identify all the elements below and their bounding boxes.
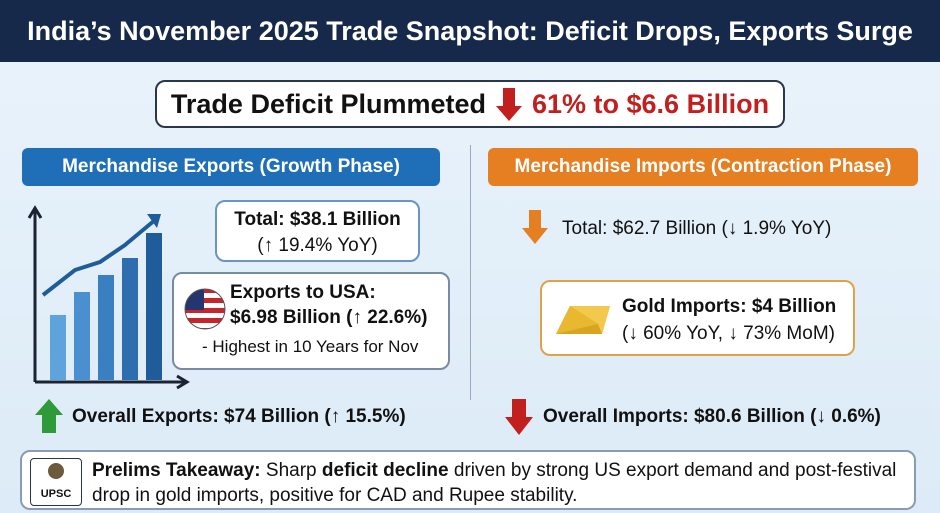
imports-total: Total: $62.7 Billion (↓ 1.9% YoY): [562, 218, 832, 239]
red-down-arrow: [505, 399, 533, 435]
us-flag: [184, 288, 226, 330]
exports-overall: Overall Exports: $74 Billion (↑ 15.5%): [72, 406, 406, 427]
down-arrow: [496, 88, 522, 121]
exports-total: Total: $38.1 Billion: [234, 209, 401, 230]
divider: [470, 145, 471, 400]
usa-label: Exports to USA:: [230, 282, 376, 303]
gold-bar-icon: [556, 306, 610, 334]
gold-box: Gold Imports: $4 Billion (↓ 60% YoY, ↓ 7…: [540, 280, 855, 356]
upsc-text: UPSC: [40, 488, 72, 500]
takeaway-label: Prelims Takeaway:: [92, 460, 261, 481]
takeaway-emphasis: deficit decline: [321, 460, 449, 481]
imports-heading: Merchandise Imports (Contraction Phase): [488, 148, 918, 186]
exports-heading: Merchandise Exports (Growth Phase): [22, 148, 440, 186]
gold-change: (↓ 60% YoY, ↓ 73% MoM): [622, 323, 835, 344]
headline-box: Trade Deficit Plummeted 61% to $6.6 Bill…: [155, 80, 785, 128]
emblem: [48, 463, 64, 479]
growth-chart-icon: [27, 205, 190, 390]
exports-total-box: Total: $38.1 Billion (↑ 19.4% YoY): [215, 200, 420, 262]
takeaway-text-start: Sharp: [265, 460, 317, 481]
exports-total-change: (↑ 19.4% YoY): [257, 235, 378, 256]
takeaway-text-end: driven by strong US export demand and po…: [92, 460, 897, 506]
upsc-badge: UPSC: [30, 458, 82, 506]
up-arrow: [35, 399, 63, 433]
usa-value: $6.98 Billion (↑ 22.6%): [230, 307, 428, 328]
usa-box: Exports to USA: $6.98 Billion (↑ 22.6%) …: [172, 272, 450, 370]
headline-lead: Trade Deficit Plummeted: [170, 88, 486, 119]
orange-down-arrow: [522, 210, 548, 244]
usa-note: - Highest in 10 Years for Nov: [202, 337, 419, 356]
gold-imports: Gold Imports: $4 Billion: [622, 296, 837, 317]
title: India’s November 2025 Trade Snapshot: De…: [0, 0, 940, 62]
imports-overall: Overall Imports: $80.6 Billion (↓ 0.6%): [543, 406, 881, 427]
takeaway-box: UPSC Prelims Takeaway: Sharp deficit dec…: [20, 450, 916, 510]
headline-value: 61% to $6.6 Billion: [532, 88, 770, 119]
